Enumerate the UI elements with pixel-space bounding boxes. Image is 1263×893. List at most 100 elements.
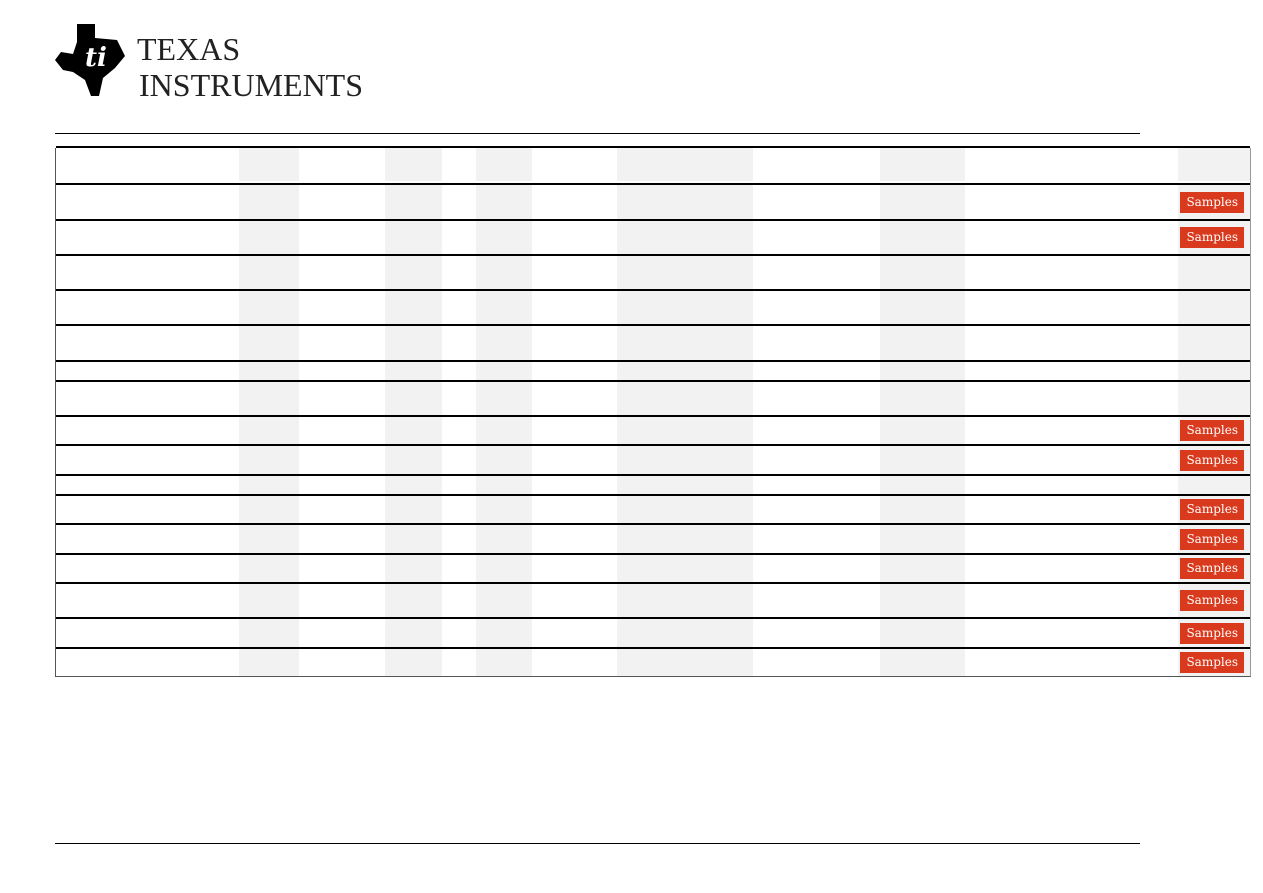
table-cell bbox=[299, 362, 385, 380]
table-cell bbox=[753, 555, 880, 582]
table-cell bbox=[299, 221, 385, 254]
samples-button[interactable]: Samples bbox=[1180, 191, 1244, 213]
table-cell bbox=[442, 417, 476, 444]
table-cell bbox=[965, 584, 1178, 617]
table-cell bbox=[56, 291, 239, 324]
table-cell bbox=[753, 619, 880, 647]
table-cell bbox=[56, 256, 239, 289]
table-cell bbox=[56, 649, 239, 676]
table-cell bbox=[385, 221, 442, 254]
table-cell bbox=[753, 326, 880, 360]
table-cell bbox=[532, 417, 617, 444]
table-cell bbox=[442, 619, 476, 647]
table-cell bbox=[299, 496, 385, 523]
table-cell bbox=[617, 446, 753, 474]
table-row: Samples bbox=[56, 647, 1250, 676]
table-cell bbox=[1178, 148, 1250, 181]
table-cell bbox=[442, 221, 476, 254]
table-cell bbox=[56, 619, 239, 647]
table-header-row bbox=[56, 146, 1250, 181]
samples-button[interactable]: Samples bbox=[1180, 227, 1244, 248]
table-cell bbox=[617, 555, 753, 582]
table-cell bbox=[239, 584, 299, 617]
samples-button[interactable]: Samples bbox=[1180, 652, 1244, 673]
table-cell bbox=[239, 476, 299, 494]
table-cell bbox=[385, 496, 442, 523]
table-cell bbox=[56, 446, 239, 474]
table-cell bbox=[1178, 256, 1250, 289]
table-cell bbox=[385, 584, 442, 617]
table-cell bbox=[753, 417, 880, 444]
table-cell bbox=[965, 221, 1178, 254]
table-cell bbox=[880, 476, 965, 494]
table-cell bbox=[965, 326, 1178, 360]
table-cell bbox=[56, 555, 239, 582]
table-cell bbox=[753, 291, 880, 324]
table-cell bbox=[880, 326, 965, 360]
table-cell bbox=[965, 148, 1178, 181]
table-cell bbox=[56, 221, 239, 254]
table-cell bbox=[617, 496, 753, 523]
samples-button[interactable]: Samples bbox=[1180, 420, 1244, 441]
table-cell bbox=[299, 185, 385, 219]
samples-button[interactable]: Samples bbox=[1180, 590, 1244, 611]
table-row bbox=[56, 289, 1250, 324]
table-cell bbox=[753, 584, 880, 617]
table-cell bbox=[965, 382, 1178, 415]
svg-text:INSTRUMENTS: INSTRUMENTS bbox=[139, 67, 363, 102]
table-cell bbox=[385, 148, 442, 181]
table-cell bbox=[239, 256, 299, 289]
table-cell bbox=[532, 221, 617, 254]
table-cell bbox=[56, 417, 239, 444]
table-cell bbox=[442, 382, 476, 415]
table-cell bbox=[965, 496, 1178, 523]
svg-text:TEXAS: TEXAS bbox=[137, 31, 240, 67]
table-cell bbox=[617, 221, 753, 254]
table-cell bbox=[965, 256, 1178, 289]
table-cell bbox=[880, 619, 965, 647]
table-cell bbox=[880, 362, 965, 380]
package-option-table: Samples Samples Samples Samples Samples Sampl… bbox=[55, 146, 1251, 677]
table-cell bbox=[880, 555, 965, 582]
table-cell bbox=[617, 649, 753, 676]
table-cell bbox=[299, 584, 385, 617]
table-cell bbox=[532, 256, 617, 289]
table-cell bbox=[617, 291, 753, 324]
table-cell bbox=[965, 555, 1178, 582]
table-cell bbox=[56, 476, 239, 494]
table-cell bbox=[239, 185, 299, 219]
table-cell bbox=[617, 382, 753, 415]
table-cell bbox=[385, 619, 442, 647]
table-cell bbox=[476, 291, 532, 324]
table-cell bbox=[385, 326, 442, 360]
table-row: Samples bbox=[56, 494, 1250, 523]
samples-button[interactable]: Samples bbox=[1180, 622, 1244, 644]
table-cell bbox=[532, 291, 617, 324]
table-cell bbox=[965, 185, 1178, 219]
samples-button[interactable]: Samples bbox=[1180, 449, 1244, 471]
table-cell bbox=[239, 649, 299, 676]
table-cell bbox=[299, 256, 385, 289]
table-cell bbox=[299, 555, 385, 582]
samples-button[interactable]: Samples bbox=[1180, 499, 1244, 520]
table-cell bbox=[56, 326, 239, 360]
samples-button[interactable]: Samples bbox=[1180, 528, 1244, 550]
table-cell bbox=[753, 256, 880, 289]
table-cell bbox=[239, 362, 299, 380]
table-cell bbox=[56, 584, 239, 617]
table-row bbox=[56, 254, 1250, 289]
table-cell bbox=[965, 417, 1178, 444]
samples-button[interactable]: Samples bbox=[1180, 558, 1244, 579]
table-cell bbox=[299, 148, 385, 181]
table-cell bbox=[753, 496, 880, 523]
table-cell bbox=[476, 148, 532, 181]
footer-rule bbox=[55, 843, 1140, 844]
table-cell bbox=[965, 476, 1178, 494]
table-cell bbox=[880, 291, 965, 324]
table-cell bbox=[617, 185, 753, 219]
table-cell bbox=[532, 148, 617, 181]
table-cell bbox=[239, 291, 299, 324]
table-cell bbox=[385, 525, 442, 553]
table-cell bbox=[880, 417, 965, 444]
table-cell bbox=[753, 649, 880, 676]
